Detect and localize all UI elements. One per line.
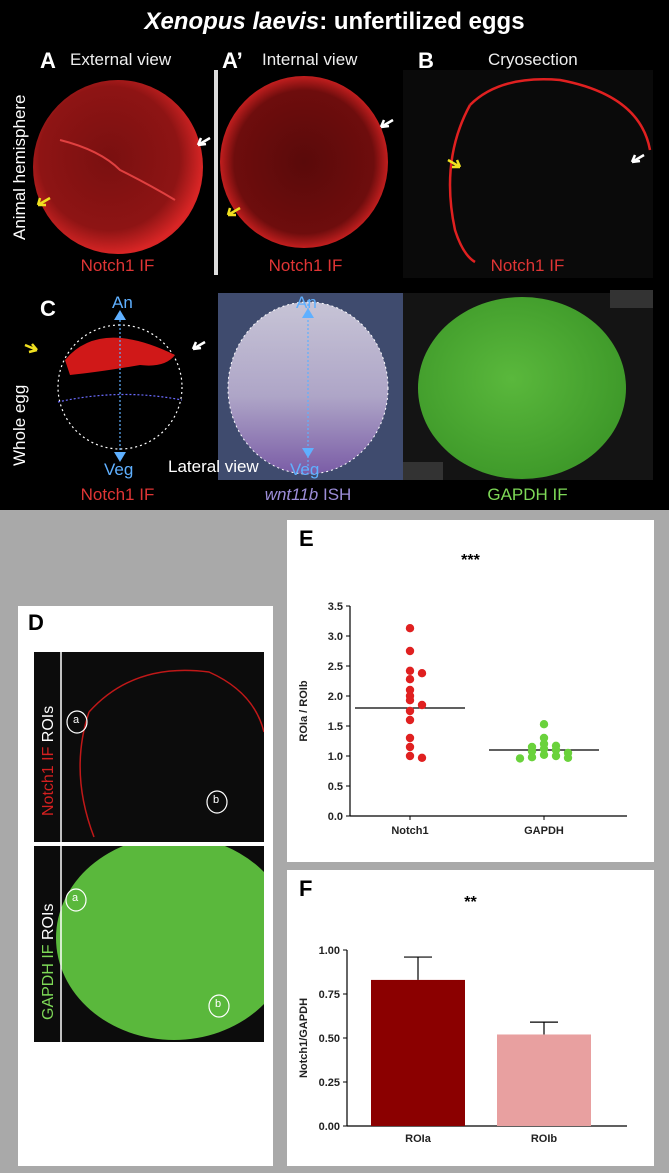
caption-notch-a: Notch1 IF (80, 256, 155, 275)
data-point (405, 742, 415, 752)
y-tick-label: 1.0 (328, 751, 343, 763)
roi-b-notch: b (213, 794, 220, 806)
sig-e: *** (461, 552, 480, 569)
y-tick-label: 3.0 (328, 631, 343, 643)
data-point (539, 720, 549, 729)
data-point (539, 733, 549, 743)
panel-label-d: D (28, 610, 44, 635)
data-point (405, 696, 415, 705)
caption-notch-b: Notch1 IF (490, 256, 565, 275)
data-point (417, 700, 427, 710)
y-tick-label: 3.5 (328, 601, 343, 613)
panel-label-a: A (40, 48, 56, 73)
panel-f-box: F ** 0.00 0.25 0.50 0.75 1.00 Notch1/GAPDH ROI… (287, 870, 654, 1166)
label-veg-c: Veg (104, 460, 134, 479)
y-tick-label: 0.5 (328, 781, 343, 793)
data-point (405, 706, 415, 716)
y-tick-label: 0.75 (319, 989, 340, 1001)
panel-label-e: E (299, 526, 314, 551)
data-point (515, 754, 525, 763)
data-point (539, 744, 549, 753)
roi-b-gapdh: b (215, 998, 222, 1010)
chart-f: 0.00 0.25 0.50 0.75 1.00 Notch1/GAPDH ROIa ROIb (298, 945, 627, 1145)
x-tick-label: Notch1 (391, 825, 428, 837)
data-point (551, 745, 561, 755)
data-point (551, 751, 561, 761)
x-tick-label: ROIa (405, 1133, 432, 1145)
chart-e: 0.0 0.5 1.0 1.5 2.0 2.5 3.0 3.5 ROIa / ROIb Notch… (298, 601, 627, 837)
bar (497, 1034, 591, 1126)
panel-label-f: F (299, 876, 313, 901)
label-lateral-view: Lateral view (168, 457, 259, 476)
panel-d-box: D a b a b Notch1 IF ROIs GAPDH IF ROIs (18, 606, 292, 1166)
d-gapdh-vertical-label: GAPDH IF ROIs (40, 903, 57, 1020)
bar (371, 979, 465, 1126)
caption-notch-a-prime: Notch1 IF (268, 256, 343, 275)
y-tick-label: 0.00 (319, 1121, 340, 1133)
caption-notch-c: Notch1 IF (80, 485, 155, 504)
egg-images (24, 70, 653, 480)
y-tick-label: 2.5 (328, 661, 343, 673)
y-tick-label: 1.00 (319, 945, 340, 957)
data-point (563, 753, 573, 762)
view-cryosection: Cryosection (488, 50, 578, 69)
figure-top-panel: Xenopus laevis: unfertilized eggs Animal… (0, 0, 669, 510)
view-internal: Internal view (262, 50, 358, 69)
d-notch-vertical-label: Notch1 IF ROIs (40, 705, 57, 816)
data-point (417, 669, 427, 678)
y-tick-label: 0.50 (319, 1033, 340, 1045)
data-point (405, 751, 415, 761)
data-point (405, 646, 415, 656)
label-an-c: An (112, 293, 133, 312)
panel-e-box: E *** 0.0 0.5 1.0 1.5 2.0 2.5 3.0 3.5 ROIa / ROI… (287, 520, 654, 862)
data-point (405, 666, 415, 675)
roi-a-gapdh: a (72, 892, 79, 904)
egg-internal-view (220, 76, 388, 248)
data-point (417, 753, 427, 762)
label-an-c-prime: An (296, 293, 317, 312)
data-point (405, 624, 415, 633)
y-tick-label: 1.5 (328, 721, 343, 733)
y-axis-label: ROIa / ROIb (298, 680, 310, 741)
sig-f: ** (464, 894, 477, 911)
y-tick-label: 2.0 (328, 691, 343, 703)
caption-gapdh: GAPDH IF (487, 485, 568, 504)
data-point (405, 715, 415, 725)
panel-label-b: B (418, 48, 434, 73)
y-tick-label: 0.25 (319, 1077, 340, 1089)
data-point (539, 750, 549, 759)
d-gapdh-image: a b (34, 836, 292, 1042)
data-point (405, 733, 415, 743)
x-tick-label: ROIb (531, 1133, 558, 1145)
data-point (527, 747, 537, 756)
data-point (527, 753, 537, 762)
data-point (405, 685, 415, 695)
caption-wnt11b: wnt11b ISH (264, 485, 352, 504)
y-axis-label: Notch1/GAPDH (298, 998, 310, 1078)
y-tick-label: 0.0 (328, 811, 343, 823)
roi-a-notch: a (73, 714, 80, 726)
egg-gapdh-if (418, 297, 626, 479)
panel-label-a-prime: A’ (222, 48, 243, 73)
x-tick-label: GAPDH (524, 825, 564, 837)
figure-title: Xenopus laevis: unfertilized eggs (144, 8, 525, 35)
view-external: External view (70, 50, 172, 69)
d-notch-image: a b (34, 652, 265, 842)
data-point (405, 675, 415, 684)
panel-label-c: C (40, 296, 56, 321)
label-veg-c-prime: Veg (290, 460, 320, 479)
